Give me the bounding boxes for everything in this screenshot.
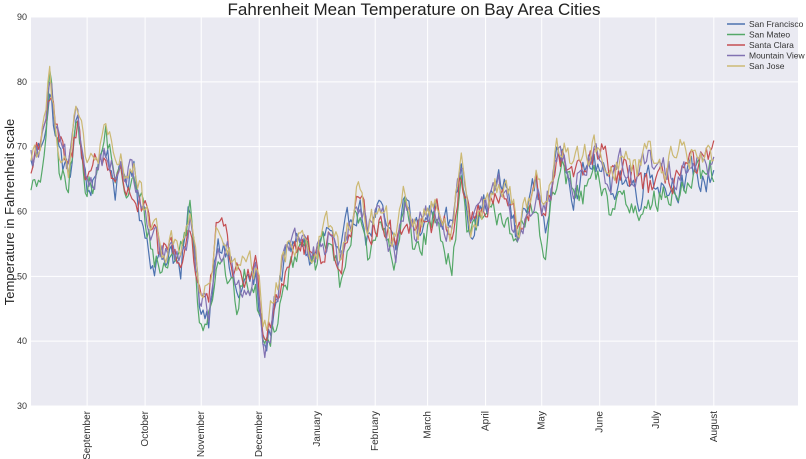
legend-label-santa-clara: Santa Clara [749,40,794,50]
x-tick-label: September [82,410,93,459]
series-line-santa-clara [30,96,715,342]
grid-lines [31,16,798,407]
y-tick-label: 60 [17,207,27,217]
y-axis-label: Temperature in Fahrenheit scale [2,119,17,305]
x-tick-label: February [370,411,381,451]
x-tick-label: October [140,410,151,446]
x-tick-label: December [254,410,265,457]
y-tick-label: 40 [17,336,27,346]
y-tick-labels: 30 40 50 60 70 80 90 [17,12,27,411]
series-line-san-jose [30,65,715,331]
series-line-san-mateo [30,69,715,347]
y-tick-label: 50 [17,271,27,281]
x-tick-labels: September October November December January F… [82,410,720,459]
legend-label-san-francisco: San Francisco [749,19,804,29]
y-tick-label: 30 [17,401,27,411]
x-tick-label: March [423,411,434,439]
x-tick-label: April [481,411,492,431]
y-tick-label: 80 [17,77,27,87]
x-tick-label: June [595,411,606,433]
series-lines [30,65,715,359]
chart-title: Fahrenheit Mean Temperature on Bay Area … [228,0,601,19]
legend-label-san-mateo: San Mateo [749,30,790,40]
x-tick-label: July [651,411,662,429]
x-tick-label: November [196,410,207,457]
legend-label-mountain-view: Mountain View [749,51,805,61]
y-tick-label: 90 [17,12,27,22]
x-tick-label: August [709,411,720,442]
y-tick-label: 70 [17,142,27,152]
x-tick-label: May [537,411,548,430]
legend-label-san-jose: San Jose [749,61,785,71]
x-tick-label: January [312,411,323,447]
